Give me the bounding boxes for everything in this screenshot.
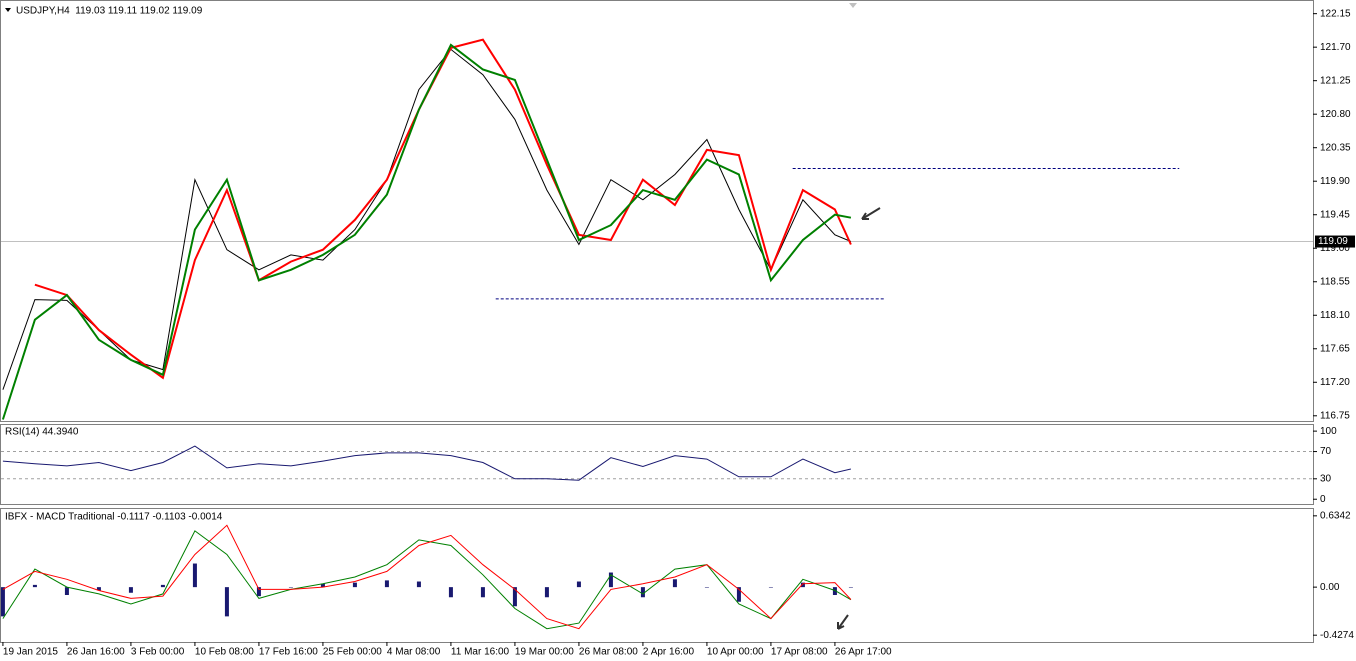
y-tick-label: 118.55 xyxy=(1320,276,1350,287)
y-tick-label: 119.00 xyxy=(1320,243,1350,254)
histogram-bar xyxy=(288,587,293,588)
histogram-bar xyxy=(512,587,517,607)
x-tick-label: 19 Mar 00:00 xyxy=(515,647,574,658)
y-tick-label: 119.45 xyxy=(1320,209,1350,220)
x-tick-label: 10 Apr 00:00 xyxy=(707,647,764,658)
rsi-panel xyxy=(0,424,1314,505)
x-tick-label: 3 Feb 00:00 xyxy=(131,647,185,658)
series-line xyxy=(34,38,852,380)
y-tick-label: 121.70 xyxy=(1320,42,1351,53)
x-tick-label: 25 Feb 00:00 xyxy=(323,647,382,658)
arrow xyxy=(861,207,881,220)
x-tick-label: 26 Apr 17:00 xyxy=(835,647,892,658)
menu-triangle xyxy=(5,8,11,12)
histogram-bar xyxy=(544,587,549,598)
y-tick-label: 0 xyxy=(1320,494,1326,505)
panel-title: RSI(14) 44.3940 xyxy=(5,427,79,438)
y-tick-label: 120.80 xyxy=(1320,109,1351,120)
histogram-bar xyxy=(32,584,37,588)
x-tick-label: 17 Apr 08:00 xyxy=(771,647,828,658)
histogram-bar xyxy=(96,587,101,591)
histogram-bar xyxy=(640,587,645,598)
histogram-bar xyxy=(768,587,773,588)
x-tick-label: 26 Jan 16:00 xyxy=(67,647,125,658)
y-tick-label: -0.4274 xyxy=(1320,630,1354,641)
price-panel xyxy=(0,0,1314,422)
histogram-bar xyxy=(352,582,357,588)
histogram-bar xyxy=(416,581,421,588)
histogram-bar xyxy=(704,587,709,588)
x-tick-label: 10 Feb 08:00 xyxy=(195,647,254,658)
y-tick-label: 70 xyxy=(1320,446,1332,457)
histogram-bar xyxy=(848,587,853,588)
y-tick-label: 122.15 xyxy=(1320,8,1351,19)
series-line xyxy=(2,524,852,630)
histogram-bar xyxy=(384,580,389,588)
series-line xyxy=(2,530,852,630)
x-tick-label: 26 Mar 08:00 xyxy=(579,647,638,658)
price-label-box xyxy=(1315,235,1355,248)
y-tick-label: 120.35 xyxy=(1320,142,1351,153)
y-tick-label: 0.6342 xyxy=(1320,510,1351,521)
histogram-bar xyxy=(224,587,229,617)
histogram-bar xyxy=(448,587,453,598)
series-line xyxy=(2,48,852,390)
shift-marker xyxy=(849,3,857,8)
arrow xyxy=(837,614,849,630)
y-tick-label: 119.90 xyxy=(1320,176,1350,187)
x-tick-label: 11 Mar 16:00 xyxy=(451,647,510,658)
x-tick-label: 17 Feb 16:00 xyxy=(259,647,318,658)
y-tick-label: 121.25 xyxy=(1320,75,1351,86)
x-tick-label: 19 Jan 2015 xyxy=(3,647,58,658)
x-tick-label: 2 Apr 16:00 xyxy=(643,647,695,658)
y-tick-label: 117.20 xyxy=(1320,377,1350,388)
histogram-bar xyxy=(0,587,5,617)
histogram-bar xyxy=(160,584,165,588)
histogram-bar xyxy=(672,579,677,588)
panel-title: USDJPY,H4 119.03 119.11 119.02 119.09 xyxy=(16,6,203,17)
macd-panel xyxy=(0,508,1314,643)
histogram-bar xyxy=(128,587,133,593)
histogram-bar xyxy=(192,563,197,588)
panel-title: IBFX - MACD Traditional -0.1117 -0.1103 … xyxy=(5,512,223,523)
histogram-bar xyxy=(64,587,69,596)
histogram-bar xyxy=(576,581,581,588)
series-line xyxy=(2,445,852,481)
y-tick-label: 0.00 xyxy=(1320,582,1340,593)
histogram-bar xyxy=(608,572,613,588)
histogram-bar xyxy=(256,587,261,597)
y-tick-label: 100 xyxy=(1320,426,1337,437)
x-tick-label: 4 Mar 08:00 xyxy=(387,647,441,658)
histogram-bar xyxy=(480,587,485,598)
histogram-bar xyxy=(736,587,741,602)
y-tick-label: 118.10 xyxy=(1320,310,1350,321)
series-line xyxy=(1,43,852,420)
histogram-bar xyxy=(320,583,325,588)
histogram-bar xyxy=(800,582,805,588)
y-tick-label: 30 xyxy=(1320,473,1332,484)
price-label: 119.09 xyxy=(1318,236,1348,247)
y-tick-label: 117.65 xyxy=(1320,343,1350,354)
y-tick-label: 116.75 xyxy=(1320,410,1350,421)
